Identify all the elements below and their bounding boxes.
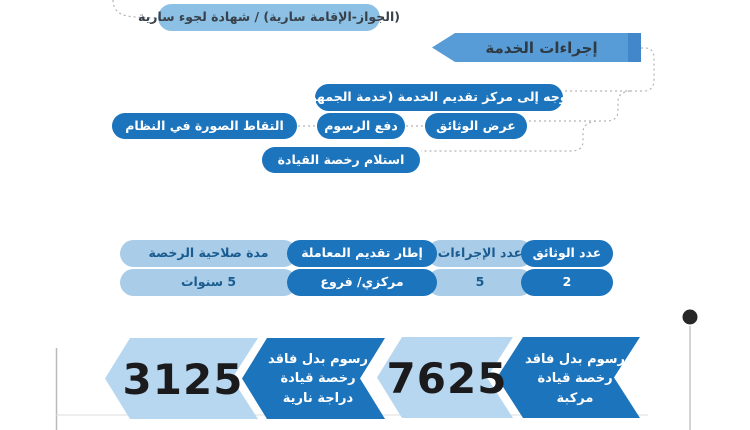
fee-amount-motorcycle: 3125 [123, 351, 243, 407]
fee-label-ribbon-vehicle [497, 337, 640, 418]
fee-label-vehicle-text: رسوم بدل فاقد رخصة قيادة مركبة [524, 351, 626, 406]
connector-banner-to-step1 [564, 47, 655, 92]
table-header-license-validity: مدة صلاحية الرخصة [120, 240, 297, 267]
step-capture-photo: التقاط الصورة في النظام [112, 113, 297, 139]
validity-note-pill: (الجواز-الإقامة سارية) / شهادة لجوء ساري… [138, 4, 400, 31]
table-header-procedures-count: عدد الإجراءات [427, 240, 533, 267]
header-text: إطار تقديم المعاملة [301, 245, 423, 261]
step-go-to-center: التوجه إلى مركز تقديم الخدمة (خدمة الجمه… [296, 84, 582, 111]
value-text: مركزي/ فروع [320, 274, 404, 290]
table-header-documents-count: عدد الوثائق [521, 240, 613, 267]
timeline-dot-icon [682, 309, 698, 325]
step-capture-photo-text: التقاط الصورة في النظام [125, 117, 284, 133]
step-go-to-center-text: التوجه إلى مركز تقديم الخدمة (خدمة الجمه… [296, 89, 582, 105]
step-receive-license-text: استلام رخصة القيادة [277, 151, 405, 167]
section-title: إجراءات الخدمة [455, 33, 628, 62]
step-pay-fees-text: دفع الرسوم [324, 117, 398, 133]
table-header-processing-frame: إطار تقديم المعاملة [287, 240, 437, 267]
step-present-documents-text: عرض الوثائق [436, 117, 516, 133]
connector-top-note [112, 0, 159, 19]
fee-amount-motorcycle-text: 3125 [122, 354, 244, 404]
section-title-text: إجراءات الخدمة [485, 38, 598, 57]
value-text: 5 [475, 274, 485, 290]
step-receive-license: استلام رخصة القيادة [262, 147, 420, 173]
step-pay-fees: دفع الرسوم [317, 113, 405, 139]
step-present-documents: عرض الوثائق [425, 113, 527, 139]
header-text: عدد الإجراءات [437, 245, 523, 261]
table-value-license-validity: 5 سنوات [120, 269, 297, 296]
section-banner-cap [628, 33, 641, 62]
fee-label-motorcycle-text: رسوم بدل فاقد رخصة قيادة دراجة نارية [267, 351, 369, 406]
connector-row-to-step5 [421, 120, 597, 152]
value-text: 2 [562, 274, 572, 290]
section-banner-arrow [432, 33, 641, 62]
value-text: 5 سنوات [180, 274, 237, 290]
fee-amount-ribbon-vehicle [377, 337, 513, 418]
table-value-documents-count: 2 [521, 269, 613, 296]
fee-label-vehicle: رسوم بدل فاقد رخصة قيادة مركبة [521, 344, 629, 414]
header-text: مدة صلاحية الرخصة [148, 245, 269, 261]
connector-step1-to-step2 [528, 90, 631, 122]
table-value-procedures-count: 5 [427, 269, 533, 296]
fee-amount-vehicle-text: 7625 [386, 353, 508, 403]
header-text: عدد الوثائق [532, 245, 602, 261]
fee-amount-ribbon-motorcycle [105, 338, 258, 419]
fee-amount-vehicle: 7625 [387, 350, 507, 406]
fee-label-ribbon-motorcycle [242, 338, 385, 419]
table-value-processing-frame: مركزي/ فروع [287, 269, 437, 296]
validity-note-text: (الجواز-الإقامة سارية) / شهادة لجوء ساري… [138, 9, 400, 25]
fee-label-motorcycle: رسوم بدل فاقد رخصة قيادة دراجة نارية [265, 340, 371, 418]
